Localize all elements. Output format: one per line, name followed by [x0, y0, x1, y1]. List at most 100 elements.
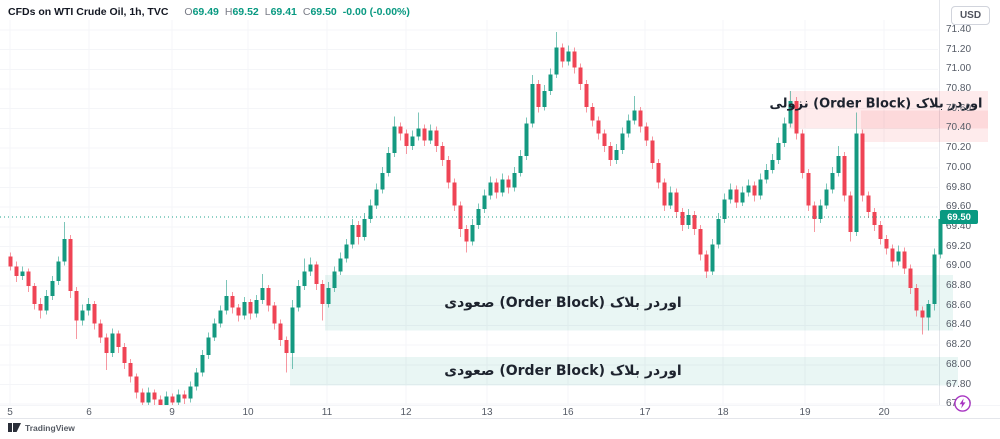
price-tick-label: 69.60	[946, 201, 972, 213]
candle-body	[566, 51, 571, 62]
candle-body	[818, 205, 823, 220]
candle-up	[176, 389, 181, 406]
time-tick-label: 19	[799, 407, 811, 418]
candle-body	[158, 399, 163, 406]
candle-down	[98, 319, 103, 344]
candle-body	[290, 307, 295, 354]
candle-body	[32, 286, 37, 304]
candle-body	[536, 84, 541, 107]
candle-up	[428, 124, 433, 145]
candle-body	[152, 392, 157, 400]
candle-body	[686, 215, 691, 225]
candle-up	[542, 85, 547, 111]
candle-body	[134, 376, 139, 393]
candle-body	[140, 392, 145, 403]
candle-up	[20, 266, 25, 281]
candle-down	[650, 136, 655, 169]
candle-body	[674, 192, 679, 213]
candle-up	[764, 163, 769, 184]
candle-up	[308, 257, 313, 277]
candle-down	[584, 80, 589, 113]
symbol-header: CFDs on WTI Crude Oil, 1h, TVC O69.49 H69.…	[8, 6, 410, 18]
candle-down	[860, 129, 865, 202]
candle-body	[434, 130, 439, 147]
candle-up	[548, 68, 553, 95]
candle-up	[488, 176, 493, 200]
candle-body	[170, 396, 175, 403]
candle-up	[896, 245, 901, 266]
price-tick-label: 70.40	[946, 122, 972, 134]
candle-body	[200, 354, 205, 373]
candle-body	[338, 258, 343, 272]
candle-body	[404, 133, 409, 147]
candle-up	[710, 238, 715, 276]
candle-body	[596, 120, 601, 134]
candle-up	[632, 95, 637, 125]
candle-body	[578, 67, 583, 85]
candle-up	[146, 387, 151, 406]
candle-down	[74, 287, 79, 340]
candle-body	[128, 362, 133, 377]
price-chart-canvas[interactable]	[0, 0, 1000, 406]
currency-button[interactable]: USD	[951, 6, 990, 25]
candle-down	[842, 152, 847, 202]
candle-body	[14, 266, 19, 277]
candle-body	[368, 205, 373, 220]
tradingview-logo-text: TradingView	[25, 422, 75, 433]
candle-up	[782, 117, 787, 148]
price-tick-label: 70.80	[946, 83, 972, 95]
close-value: 69.50	[310, 6, 337, 18]
candle-body	[722, 199, 727, 220]
candle-body	[680, 212, 685, 225]
candle-body	[494, 182, 499, 193]
low-value: 69.41	[270, 6, 297, 18]
order-block-label: اوردر بلاک (Order Block) صعودی	[444, 295, 682, 311]
candle-body	[80, 310, 85, 321]
candle-down	[884, 234, 889, 255]
candle-body	[188, 386, 193, 399]
candle-down	[158, 395, 163, 406]
candle-up	[566, 45, 571, 66]
candle-up	[110, 328, 115, 357]
candle-body	[650, 140, 655, 163]
candle-up	[620, 127, 625, 155]
candle-body	[662, 182, 667, 206]
candle-body	[620, 133, 625, 151]
candle-body	[320, 284, 325, 304]
time-axis[interactable]	[0, 406, 1000, 418]
candle-body	[410, 136, 415, 147]
candle-up	[932, 248, 937, 311]
candle-down	[452, 178, 457, 212]
candle-down	[638, 106, 643, 133]
candle-body	[920, 310, 925, 318]
candle-body	[8, 256, 13, 267]
candle-down	[152, 389, 157, 406]
time-tick-label: 6	[86, 407, 92, 418]
candle-body	[776, 143, 781, 160]
candle-body	[452, 182, 457, 206]
candle-body	[230, 295, 235, 308]
candle-up	[524, 117, 529, 160]
candle-body	[104, 337, 109, 354]
candle-down	[440, 142, 445, 166]
candle-body	[344, 244, 349, 259]
candle-down	[422, 124, 427, 147]
candle-body	[896, 251, 901, 262]
candle-down	[92, 300, 97, 330]
candle-up	[518, 150, 523, 177]
candle-body	[626, 120, 631, 134]
candle-down	[662, 178, 667, 212]
flash-icon[interactable]	[954, 395, 971, 417]
candle-up	[776, 137, 781, 164]
time-tick-label: 10	[242, 407, 254, 418]
candle-down	[848, 191, 853, 242]
price-tick-label: 71.40	[946, 23, 972, 35]
candle-body	[704, 254, 709, 272]
candle-up	[242, 296, 247, 320]
candle-down	[236, 303, 241, 322]
order-block-label: اوردر بلاک (Order Block) صعودی	[444, 363, 682, 379]
candle-up	[338, 252, 343, 276]
candle-up	[332, 266, 337, 292]
candle-body	[476, 209, 481, 225]
tradingview-logo[interactable]: TradingView	[8, 422, 75, 433]
